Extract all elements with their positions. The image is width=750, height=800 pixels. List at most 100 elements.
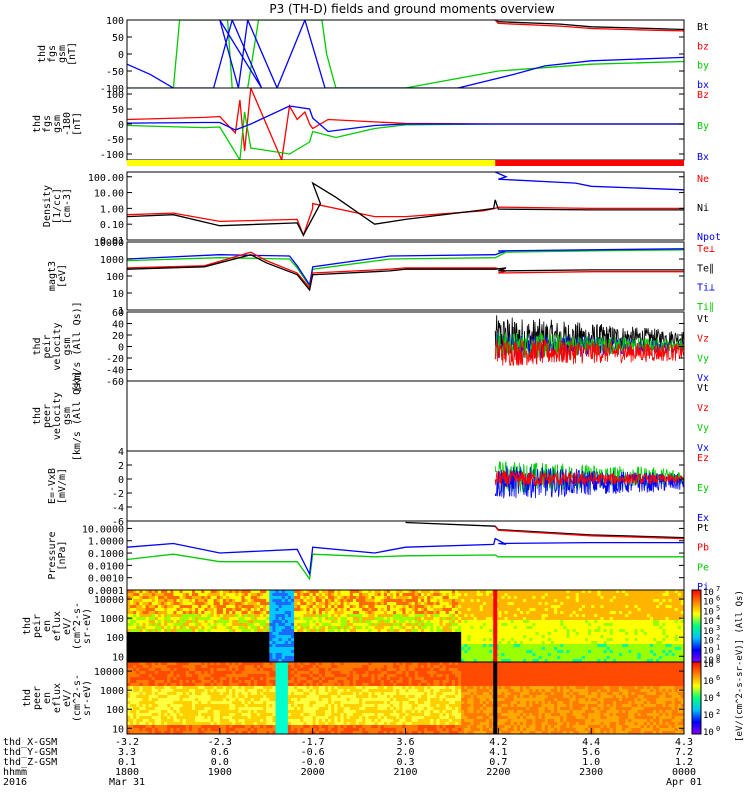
spectrogram-cell [167,593,171,597]
spectrogram-cell [420,617,425,621]
spectrogram-cell [340,647,345,651]
spectrogram-cell [235,623,239,627]
spectrogram-cell [179,704,184,708]
spectrogram-cell [309,599,314,603]
spectrogram-cell [516,614,521,618]
spectrogram-cell [569,590,574,594]
spectrogram-cell [142,596,147,600]
spectrogram-cell [603,608,608,612]
spectrogram-cell [204,617,209,621]
spectrogram-cell [588,644,592,648]
spectrogram-cell [557,605,561,609]
spectrogram-cell [461,599,465,603]
spectrogram-cell [204,647,209,651]
spectrogram-cell [482,605,487,609]
spectrogram-cell [263,599,267,603]
spectrogram-cell [420,605,425,609]
spectrogram-cell [680,653,684,657]
spectrogram-cell [247,629,252,633]
spectrogram-cell [436,635,441,639]
spectrogram-cell [306,611,311,615]
spectrogram-cell [427,653,431,657]
spectrogram-cell [606,608,611,612]
spectrogram-cell [519,626,524,630]
spectrogram-cell [352,653,357,657]
spectrogram-cell [133,650,137,654]
spectrogram-cell [306,596,311,600]
spectrogram-cell [504,650,509,654]
spectrogram-cell [637,608,642,612]
spectrogram-cell [266,638,270,642]
spectrogram-cell [142,671,147,675]
spectrogram-cell [281,650,286,654]
spectrogram-cell [572,656,577,660]
spectrogram-cell [161,689,165,693]
spectrogram-cell [232,614,236,618]
spectrogram-cell [216,593,221,597]
spectrogram-cell [201,605,205,609]
spectrogram-cell [167,722,171,726]
spectrogram-cell [343,608,348,612]
spectrogram-cell [179,593,184,597]
spectrogram-cell [600,647,605,651]
legend-Vx: Vx [697,443,709,454]
spectrogram-cell [161,644,165,648]
spectrogram-cell [662,641,667,645]
spectrogram-cell [402,650,407,654]
spectrogram-cell [594,659,598,662]
spectrogram-cell [609,638,614,642]
spectrogram-cell [439,623,444,627]
spectrogram-cell [219,599,224,603]
spectrogram-cell [210,644,215,648]
spectrogram-cell [501,650,506,654]
spectrogram-cell [498,632,503,636]
spectrogram-cell [260,608,264,612]
spectrogram-cell [402,590,407,594]
spectrogram-cell [390,641,394,645]
spectrogram-cell [519,638,524,642]
spectrogram-cell [269,590,274,594]
spectrogram-cell [458,596,462,600]
spectrogram-cell [470,653,475,657]
spectrogram-cell [334,641,339,645]
spectrogram-cell [198,626,202,630]
spectrogram-cell [195,653,199,657]
spectrogram-cell [393,626,397,630]
spectrogram-cell [198,632,202,636]
spectrogram-cell [659,602,663,606]
spectrogram-cell [207,644,212,648]
spectrogram-cell [470,617,475,621]
spectrogram-cell [455,638,459,642]
spectrogram-cell [656,638,660,642]
spectrogram-cell [646,644,651,648]
spectrogram-cell [291,608,295,612]
spectrogram-cell [560,599,564,603]
spectrogram-cell [241,596,246,600]
spectrogram-cell [631,653,636,657]
spectrogram-cell [300,614,304,618]
spectrogram-cell [195,644,199,648]
spectrogram-cell [529,644,533,648]
spectrogram-cell [235,659,239,662]
spectrogram-cell [566,656,571,660]
y-axis-label: velocity [52,322,63,370]
spectrogram-cell [414,623,419,627]
spectrogram-cell [671,632,676,636]
spectrogram-cell [442,623,447,627]
spectrogram-cell [182,632,187,636]
spectrogram-cell [133,689,137,693]
spectrogram-cell [331,635,335,639]
spectrogram-cell [253,602,258,606]
spectrogram-cell [170,611,175,615]
spectrogram-cell [455,626,459,630]
y-axis-label: [1/cc] [52,188,63,224]
spectrogram-cell [677,602,682,606]
spectrogram-cell [594,608,598,612]
spectrogram-cell [297,656,301,660]
spectrogram-cell [219,590,224,594]
spectrogram-cell [374,596,379,600]
spectrogram-cell [173,710,178,714]
spectrogram-cell [157,689,162,693]
spectrogram-cell [609,596,614,600]
spectrogram-cell [130,659,134,662]
